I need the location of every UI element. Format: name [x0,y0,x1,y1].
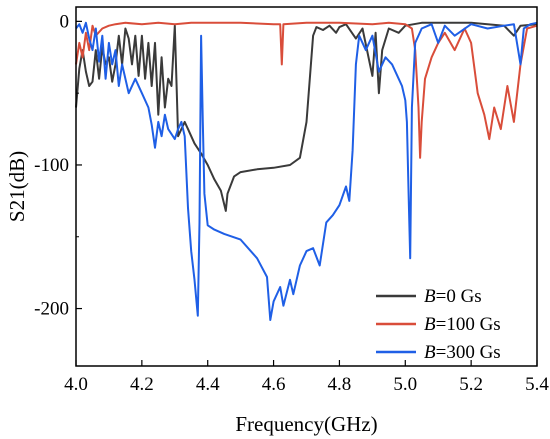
x-tick-label-1: 4.2 [130,374,154,395]
x-tick-label-7: 5.4 [525,374,549,395]
x-axis-title: Frequency(GHz) [235,412,377,436]
series-line-1 [75,21,538,159]
x-tick-label-2: 4.4 [196,374,220,395]
series-line-0 [75,21,538,212]
x-tick-label-3: 4.6 [262,374,286,395]
series-layer [75,21,538,321]
x-tick-label-4: 4.8 [328,374,352,395]
x-tick-label-0: 4.0 [64,374,88,395]
series-line-2 [75,21,538,321]
legend-label-0: B=0 Gs [424,286,482,307]
y-tick-label-1: -100 [34,155,69,176]
x-tick-label-5: 5.0 [393,374,417,395]
y-axis-title: S21(dB) [5,151,29,222]
x-tick-label-6: 5.2 [459,374,483,395]
plot-frame [75,6,538,367]
legend-label-1: B=100 Gs [424,314,501,335]
legend-label-2: B=300 Gs [424,342,501,363]
axis-layer: 4.0 4.2 4.4 4.6 4.8 5.0 5.2 5.4 0 -100 -200 [34,11,549,395]
y-tick-label-2: -200 [34,299,69,320]
y-tick-label-0: 0 [60,11,70,32]
legend: B=0 Gs B=100 Gs B=300 Gs [376,286,501,363]
